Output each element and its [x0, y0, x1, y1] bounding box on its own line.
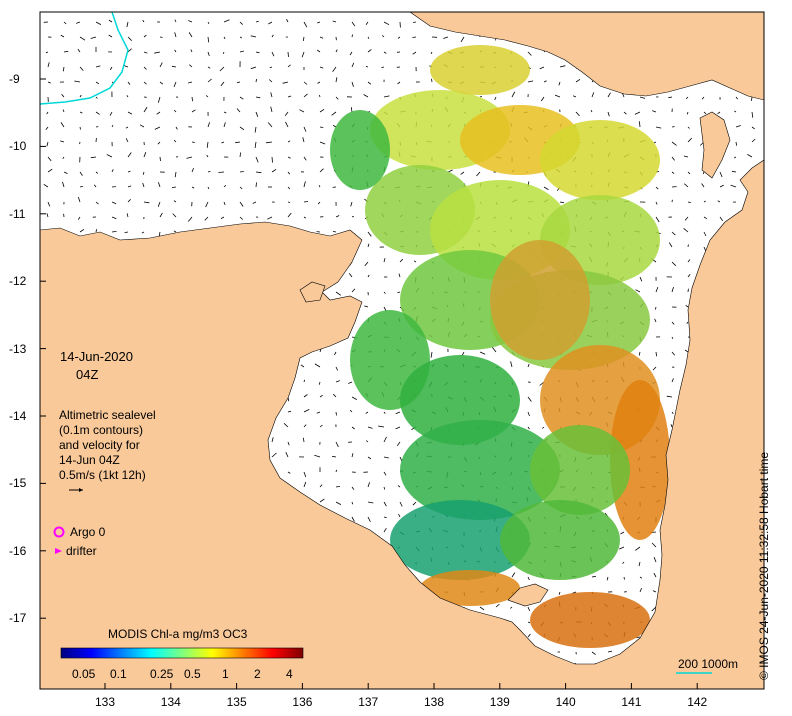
x-tick-label: 138 — [424, 695, 445, 709]
credit-text: © IMOS 24-Jun-2020 11:32:58 Hobart time — [757, 451, 771, 680]
y-tick-label: -17 — [9, 611, 27, 626]
x-tick-label: 133 — [95, 695, 116, 709]
land-new-guinea — [409, 12, 764, 101]
y-tick-label: -10 — [9, 139, 27, 154]
axis-ticks — [40, 78, 698, 689]
x-tick-label: 136 — [292, 695, 313, 709]
y-tick-label: -11 — [9, 206, 26, 221]
description-line-4: 14-Jun 04Z — [59, 453, 120, 467]
x-tick-label: 140 — [555, 695, 576, 709]
y-tick-label: -9 — [9, 72, 20, 86]
colorbar-tick-5: 2 — [254, 667, 261, 681]
colorbar-title: MODIS Chl-a mg/m3 OC3 — [108, 627, 248, 641]
y-tick-label: -13 — [9, 341, 27, 356]
land-cape-york-islands — [699, 111, 731, 179]
x-tick-label: 139 — [489, 695, 510, 709]
y-tick-label: -15 — [9, 476, 27, 491]
chlorophyll-field — [330, 45, 670, 648]
colorbar-tick-0: 0.05 — [72, 667, 96, 681]
y-tick-label: -14 — [9, 409, 27, 423]
y-tick-label: -12 — [9, 274, 27, 289]
legend-argo-label: Argo 0 — [70, 525, 106, 539]
colorbar-tick-3: 0.5 — [184, 667, 201, 681]
description-line-3: and velocity for — [59, 438, 140, 452]
plot-frame — [39, 11, 765, 690]
description-line-5: 0.5m/s (1kt 12h) — [59, 468, 146, 482]
y-tick-label: -16 — [9, 543, 27, 558]
colorbar-tick-2: 0.25 — [150, 667, 174, 681]
map-time: 04Z — [76, 367, 99, 382]
legend-drifter-label: drifter — [66, 544, 97, 558]
argo-marker-icon — [53, 526, 65, 538]
colorbar-tick-1: 0.1 — [110, 667, 127, 681]
land-northern-territory — [40, 159, 764, 689]
x-tick-label: 141 — [621, 695, 642, 709]
colorbar — [60, 647, 304, 659]
drifter-marker-icon — [55, 548, 62, 554]
description-line-2: (0.1m contours) — [59, 423, 144, 437]
scale-bar-label: 200 1000m — [678, 657, 739, 671]
isobath-200m — [40, 12, 129, 105]
velocity-reference-arrowhead-icon — [79, 488, 83, 492]
colorbar-tick-4: 1 — [222, 667, 229, 681]
colorbar-tick-6: 4 — [286, 667, 293, 681]
x-tick-label: 134 — [160, 695, 181, 709]
land-mornington-island — [507, 583, 549, 607]
description-line-1: Altimetric sealevel — [59, 408, 156, 422]
x-tick-label: 135 — [226, 695, 247, 709]
land-groote-eylandt — [299, 281, 326, 303]
x-tick-label: 142 — [687, 695, 708, 709]
map-date: 14-Jun-2020 — [60, 349, 133, 364]
x-tick-label: 137 — [358, 695, 379, 709]
